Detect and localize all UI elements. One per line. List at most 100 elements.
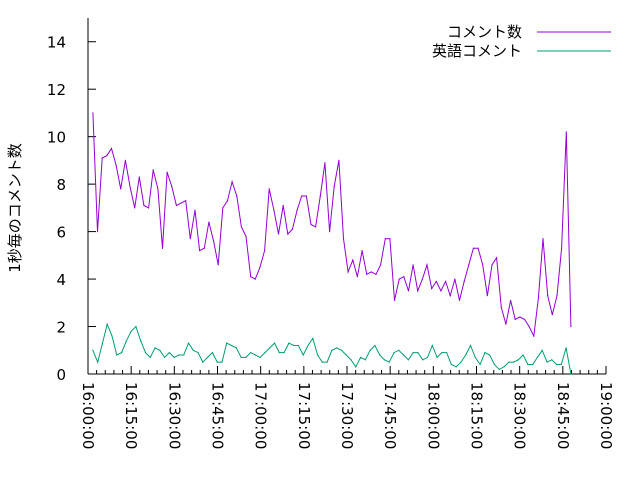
data-point: [324, 162, 326, 164]
data-point: [175, 204, 178, 207]
data-point: [565, 131, 567, 133]
y-tick-label: 12: [47, 81, 66, 99]
data-point: [426, 356, 429, 358]
data-point: [417, 352, 419, 354]
data-point: [321, 361, 323, 363]
data-point: [129, 185, 131, 188]
y-axis-label: 1秒毎のコメント数: [6, 143, 24, 273]
data-point: [345, 354, 347, 356]
data-point: [202, 361, 204, 363]
series-group: [92, 112, 572, 375]
x-tick-label: 16:15:00: [122, 382, 140, 449]
data-point: [199, 249, 201, 252]
data-point: [384, 238, 386, 240]
data-point: [336, 347, 338, 349]
data-point: [366, 273, 368, 275]
data-point: [180, 202, 182, 204]
data-point: [301, 195, 303, 197]
data-point: [570, 325, 572, 328]
data-point: [477, 247, 479, 249]
data-point: [307, 344, 309, 347]
data-point: [523, 318, 526, 321]
data-point: [245, 235, 247, 237]
data-point: [116, 354, 118, 356]
x-tick-label: 17:00:00: [252, 382, 270, 449]
y-tick-label: 10: [47, 129, 66, 147]
data-point: [383, 359, 386, 361]
data-point: [374, 344, 376, 347]
data-point: [436, 356, 438, 358]
data-point: [277, 233, 280, 235]
data-point: [542, 238, 544, 240]
data-point: [407, 290, 410, 292]
data-point: [375, 273, 377, 275]
data-point: [431, 344, 433, 347]
data-point: [469, 344, 472, 347]
data-point: [293, 344, 295, 347]
data-point: [342, 238, 345, 240]
data-point: [527, 363, 529, 366]
data-point: [561, 247, 563, 249]
data-point: [482, 264, 484, 266]
data-point: [217, 264, 219, 266]
data-point: [370, 271, 372, 273]
data-point: [302, 354, 304, 356]
data-point: [189, 238, 191, 240]
data-point: [124, 159, 126, 161]
data-point: [528, 325, 530, 328]
data-point: [111, 335, 113, 337]
data-point: [305, 195, 307, 197]
data-point: [310, 223, 312, 226]
data-point: [140, 340, 142, 342]
data-point: [235, 347, 237, 349]
data-point: [331, 349, 333, 351]
data-point: [463, 280, 465, 283]
data-point: [474, 356, 476, 358]
data-point: [240, 356, 242, 358]
data-point: [421, 278, 423, 280]
data-point: [369, 349, 371, 351]
data-point: [125, 340, 127, 342]
data-point: [115, 164, 117, 166]
data-point: [222, 207, 224, 209]
data-point: [361, 249, 363, 252]
data-point: [546, 361, 548, 363]
data-point: [519, 316, 521, 318]
data-point: [359, 356, 362, 358]
data-point: [398, 349, 400, 351]
data-point: [450, 363, 452, 366]
data-point: [444, 280, 447, 283]
data-point: [435, 280, 437, 283]
data-point: [254, 278, 256, 280]
data-point: [491, 264, 493, 266]
x-tick-label: 16:00:00: [79, 382, 97, 449]
data-point: [393, 299, 396, 302]
data-point: [379, 354, 381, 356]
data-point: [296, 209, 298, 211]
data-point: [486, 295, 488, 297]
data-point: [283, 352, 285, 354]
data-point: [533, 335, 535, 337]
data-point: [168, 352, 170, 354]
data-point: [460, 361, 462, 363]
data-point: [500, 306, 502, 309]
data-point: [455, 366, 457, 368]
data-point: [192, 349, 194, 351]
data-point: [440, 290, 442, 292]
data-point: [264, 249, 266, 252]
data-point: [458, 299, 461, 302]
data-point: [101, 342, 104, 344]
data-point: [493, 363, 496, 366]
data-point: [316, 354, 319, 356]
data-point: [355, 366, 357, 368]
data-point: [147, 207, 150, 209]
data-point: [570, 373, 572, 375]
x-tick-label: 18:15:00: [468, 382, 486, 449]
data-point: [250, 276, 252, 278]
data-point: [496, 257, 498, 259]
data-point: [556, 295, 558, 297]
data-point: [417, 290, 419, 292]
data-point: [514, 318, 516, 321]
data-point: [163, 356, 166, 358]
